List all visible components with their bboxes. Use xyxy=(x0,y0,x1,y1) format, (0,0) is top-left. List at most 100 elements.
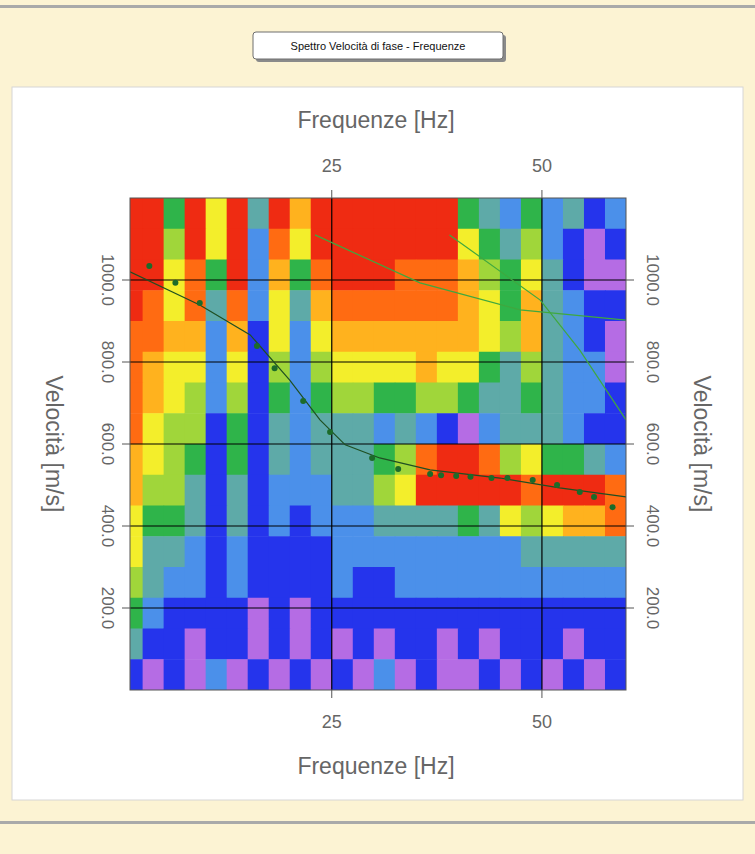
cell xyxy=(521,598,543,629)
cell xyxy=(269,413,291,444)
cell xyxy=(437,629,459,660)
panel xyxy=(12,87,743,800)
cell xyxy=(185,413,207,444)
cell xyxy=(500,536,522,567)
point xyxy=(272,365,278,371)
cell xyxy=(332,659,354,690)
cell xyxy=(479,290,501,321)
cell xyxy=(395,536,417,567)
point xyxy=(427,471,433,477)
tick-label: 50 xyxy=(532,712,552,732)
separator xyxy=(0,821,755,824)
cell xyxy=(248,260,270,291)
point xyxy=(369,455,375,461)
grid-line xyxy=(130,361,626,362)
cell xyxy=(311,290,333,321)
cell xyxy=(332,413,354,444)
tick xyxy=(626,608,634,609)
cell xyxy=(542,506,564,537)
tick-label: 600.0 xyxy=(643,423,662,466)
cell xyxy=(185,444,207,475)
cell xyxy=(458,629,480,660)
cell xyxy=(332,352,354,383)
cell xyxy=(500,506,522,537)
cell xyxy=(130,383,143,414)
cell xyxy=(521,198,543,229)
cell xyxy=(164,444,186,475)
tick xyxy=(122,362,130,363)
cell xyxy=(185,475,207,506)
cell xyxy=(143,536,165,567)
cell xyxy=(143,321,165,352)
cell xyxy=(542,567,564,598)
cell xyxy=(353,383,375,414)
cell xyxy=(437,198,459,229)
cell xyxy=(500,321,522,352)
cell xyxy=(605,290,626,321)
axis-title: Frequenze [Hz] xyxy=(297,107,454,133)
cell xyxy=(206,598,228,629)
cell xyxy=(143,290,165,321)
cell xyxy=(185,260,207,291)
cell xyxy=(395,506,417,537)
grid-line xyxy=(130,279,626,280)
cell xyxy=(130,413,143,444)
cell xyxy=(143,229,165,260)
cell xyxy=(311,506,333,537)
cell xyxy=(248,506,270,537)
cell xyxy=(269,506,291,537)
tick xyxy=(331,190,332,198)
cell xyxy=(500,383,522,414)
cell xyxy=(437,229,459,260)
cell xyxy=(143,598,165,629)
cell xyxy=(290,321,312,352)
cell xyxy=(521,475,543,506)
cell xyxy=(584,629,606,660)
tick xyxy=(626,280,634,281)
cell xyxy=(458,413,480,444)
cell xyxy=(248,444,270,475)
cell xyxy=(311,198,333,229)
cell xyxy=(332,260,354,291)
cell xyxy=(458,659,480,690)
cell xyxy=(500,629,522,660)
background xyxy=(0,0,755,854)
cell xyxy=(353,475,375,506)
cell xyxy=(290,475,312,506)
grid-line xyxy=(541,198,542,690)
cell xyxy=(311,352,333,383)
cell xyxy=(206,629,228,660)
cell xyxy=(584,659,606,690)
cell xyxy=(206,290,228,321)
title-button[interactable] xyxy=(253,32,503,59)
cell xyxy=(584,321,606,352)
cell xyxy=(185,629,207,660)
cell xyxy=(269,290,291,321)
cell xyxy=(248,229,270,260)
cell xyxy=(248,629,270,660)
tick-label: 200.0 xyxy=(98,587,117,630)
cell xyxy=(206,659,228,690)
cell xyxy=(479,506,501,537)
cell xyxy=(206,260,228,291)
cell xyxy=(584,260,606,291)
point xyxy=(197,300,203,306)
cell xyxy=(605,536,626,567)
cell xyxy=(542,598,564,629)
tick xyxy=(541,690,542,698)
cell xyxy=(206,536,228,567)
cell xyxy=(332,321,354,352)
grid-line xyxy=(130,607,626,608)
tick-label: 800.0 xyxy=(98,341,117,384)
cell xyxy=(227,506,249,537)
cell xyxy=(290,229,312,260)
cell xyxy=(332,506,354,537)
cell xyxy=(416,475,438,506)
cell xyxy=(353,321,375,352)
cell xyxy=(290,536,312,567)
cell xyxy=(416,198,438,229)
point xyxy=(254,343,260,349)
cell xyxy=(605,567,626,598)
cell xyxy=(395,475,417,506)
cell xyxy=(206,444,228,475)
